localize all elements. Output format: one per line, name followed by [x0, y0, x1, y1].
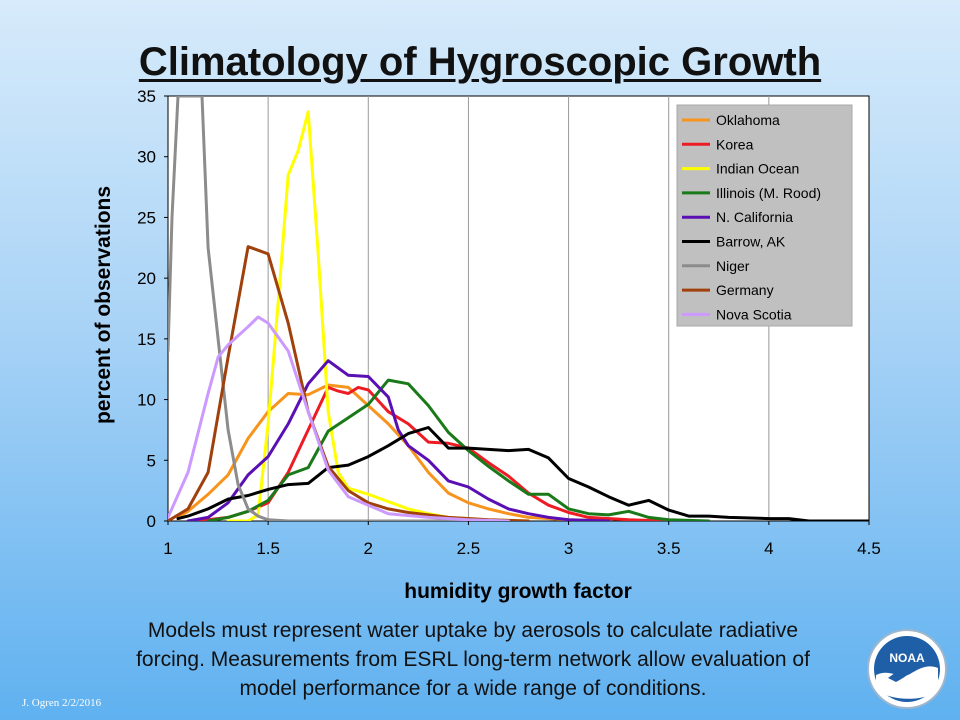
y-tick-label: 10	[137, 391, 156, 410]
y-tick-label: 25	[137, 208, 156, 227]
x-axis-ticks: 1 1.5 2 2.5 3 3.5 4 4.5	[163, 521, 881, 558]
legend-label: Niger	[716, 258, 750, 274]
author-credit: J. Ogren 2/2/2016	[22, 697, 102, 709]
x-tick-label: 3.5	[657, 539, 681, 558]
y-tick-label: 0	[147, 512, 156, 531]
x-tick-label: 4.5	[857, 539, 881, 558]
x-tick-label: 3	[564, 539, 573, 558]
logo-text: NOAA	[889, 651, 925, 665]
x-axis-label: humidity growth factor	[404, 580, 632, 603]
series-line	[176, 426, 869, 521]
y-tick-label: 20	[137, 269, 156, 288]
legend-label: Germany	[716, 282, 774, 298]
y-tick-label: 30	[137, 148, 156, 167]
y-axis-ticks: 0 5 10 15 20 25 30 35	[137, 87, 168, 531]
series-line	[226, 110, 530, 521]
y-tick-label: 15	[137, 330, 156, 349]
caption: Models must represent water uptake by ae…	[78, 616, 868, 703]
series-line	[206, 378, 711, 521]
x-tick-label: 2.5	[457, 539, 481, 558]
slide-title: Climatology of Hygroscopic Growth	[138, 40, 822, 84]
legend-label: Oklahoma	[716, 112, 780, 128]
y-tick-label: 5	[147, 451, 156, 470]
x-tick-label: 1.5	[256, 539, 280, 558]
legend: Oklahoma Korea Indian Ocean Illinois (M. Ro…	[676, 104, 853, 327]
legend-label: Illinois (M. Rood)	[716, 185, 821, 201]
series-line	[168, 315, 510, 521]
x-tick-label: 1	[163, 539, 172, 558]
caption-line: forcing. Measurements from ESRL long-ter…	[136, 648, 810, 671]
x-tick-label: 2	[364, 539, 373, 558]
series-line	[186, 359, 611, 521]
series-lines	[168, 96, 869, 521]
x-tick-label: 4	[764, 539, 773, 558]
legend-label: Korea	[716, 136, 754, 152]
legend-label: Nova Scotia	[716, 306, 792, 322]
series-line	[168, 96, 470, 521]
caption-line: model performance for a wide range of co…	[239, 677, 707, 700]
legend-label: N. California	[716, 209, 793, 225]
y-tick-label: 35	[137, 87, 156, 106]
legend-label: Indian Ocean	[716, 161, 799, 177]
noaa-logo-icon: NOAA	[867, 629, 947, 709]
y-axis-label: percent of observations	[92, 186, 115, 424]
legend-label: Barrow, AK	[716, 234, 786, 250]
caption-line: Models must represent water uptake by ae…	[147, 619, 799, 642]
series-line	[186, 385, 671, 521]
